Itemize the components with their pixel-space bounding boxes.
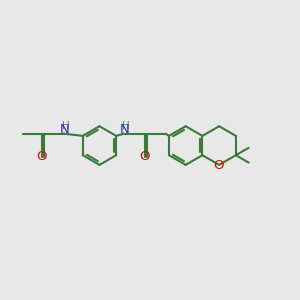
Text: H: H (62, 121, 70, 131)
Text: O: O (140, 150, 150, 163)
Text: O: O (36, 150, 47, 163)
Text: N: N (120, 123, 129, 136)
Text: N: N (59, 123, 69, 136)
Text: O: O (213, 159, 224, 172)
Text: H: H (122, 121, 130, 131)
